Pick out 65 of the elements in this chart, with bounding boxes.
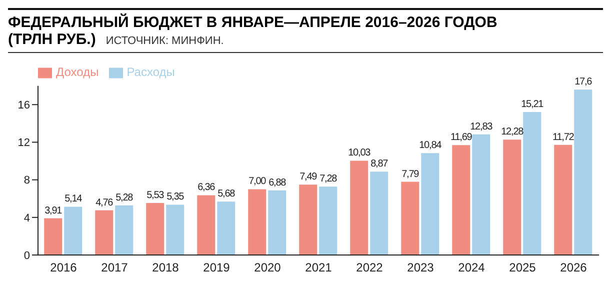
data-label: 5,28 [116, 192, 134, 204]
bar [401, 182, 420, 255]
bar [319, 186, 338, 255]
bar [554, 144, 572, 255]
x-tick-label: 2016 [50, 260, 78, 275]
bar [146, 203, 164, 255]
y-tick-label: 16 [18, 100, 30, 112]
data-label: 7,00 [248, 176, 267, 188]
bar [268, 190, 286, 255]
bar [452, 145, 470, 255]
data-label: 5,53 [146, 190, 165, 202]
x-tick-label: 2018 [152, 260, 180, 275]
bar [299, 184, 318, 255]
data-label: 12,83 [470, 121, 494, 132]
bar [574, 90, 592, 255]
bar [115, 205, 134, 255]
bar [44, 218, 62, 255]
y-tick-label: 8 [24, 174, 30, 187]
bar [350, 160, 368, 255]
y-tick-label: 12 [18, 137, 30, 150]
bar [370, 172, 388, 255]
x-tick-label: 2019 [203, 260, 230, 275]
data-label: 3,91 [44, 205, 63, 216]
x-tick-label: 2023 [407, 260, 434, 275]
bar [95, 210, 114, 255]
bar [421, 153, 440, 255]
data-label: 7,28 [320, 174, 338, 185]
x-tick-label: 2021 [305, 260, 332, 275]
data-label: 6,36 [198, 182, 216, 194]
x-tick-label: 2026 [560, 260, 588, 275]
data-label: 15,21 [521, 99, 544, 110]
bar [217, 202, 236, 255]
data-label: 10,84 [419, 140, 442, 152]
data-label: 11,69 [450, 132, 473, 144]
text: ИСТОЧНИК: МИНФИН. [106, 35, 224, 47]
data-label: 10,03 [348, 148, 372, 159]
data-label: 11,72 [552, 132, 575, 143]
data-label: 5,14 [64, 194, 83, 205]
bar [503, 140, 522, 255]
legend-label: Расходы [126, 65, 175, 79]
data-label: 5,68 [218, 188, 236, 200]
bar [472, 134, 490, 255]
data-label: 17,6 [574, 76, 593, 88]
data-label: 4,76 [96, 197, 114, 208]
chart-subtitle: (ТРЛН РУБ.) [8, 31, 96, 48]
legend-label: Доходы [56, 65, 99, 79]
bar [166, 204, 184, 255]
bar [197, 195, 216, 255]
data-label: 6,88 [268, 177, 287, 188]
data-label: 5,35 [166, 192, 185, 203]
data-label: 8,87 [370, 158, 389, 170]
x-tick-label: 2024 [458, 260, 486, 275]
y-tick-label: 0 [24, 250, 30, 262]
y-tick-label: 4 [24, 212, 30, 224]
x-tick-label: 2025 [509, 260, 536, 275]
x-tick-label: 2020 [254, 260, 282, 275]
x-tick-label: 2022 [356, 260, 384, 275]
data-label: 12,28 [501, 126, 524, 138]
bar [248, 189, 266, 255]
data-label: 7,79 [402, 168, 420, 180]
data-label: 7,49 [300, 172, 318, 183]
bar [64, 206, 82, 255]
chart-title: ФЕДЕРАЛЬНЫЙ БЮДЖЕТ В ЯНВАРЕ—АПРЕЛЕ 2016–2026 ГОДОВ [8, 14, 498, 31]
x-tick-label: 2017 [101, 260, 128, 275]
bar [523, 112, 542, 255]
